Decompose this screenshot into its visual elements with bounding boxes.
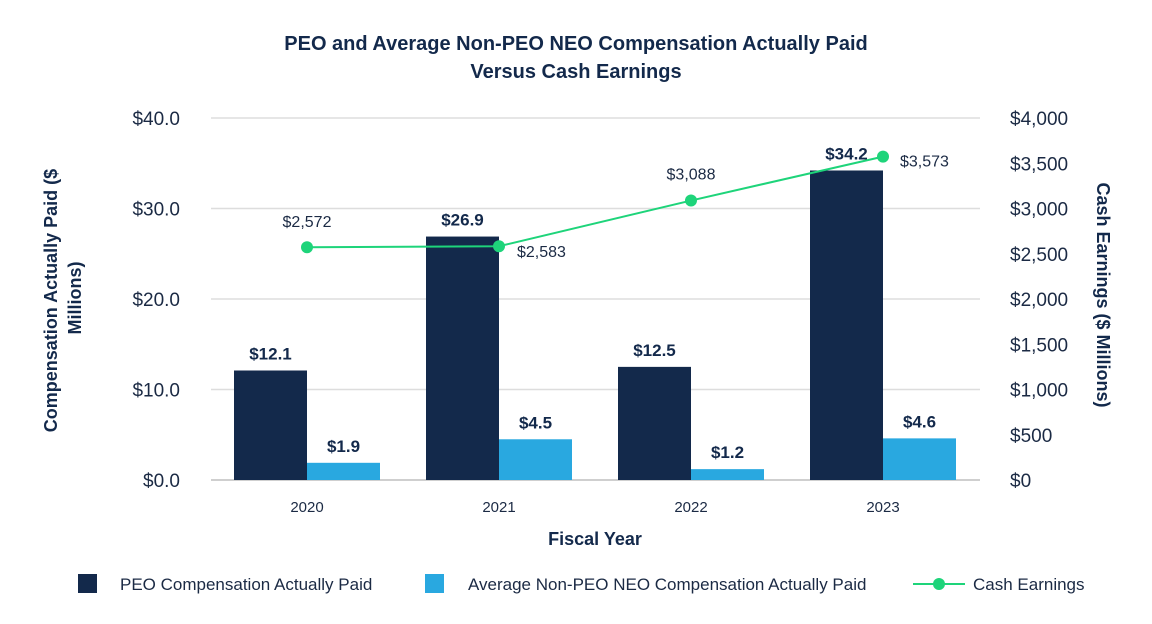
non-peo-bar <box>691 469 764 480</box>
cash-earnings-data-label: $3,088 <box>667 167 716 184</box>
non-peo-bar <box>883 438 956 480</box>
non-peo-bar <box>499 439 572 480</box>
legend-marker-cash-earnings <box>933 578 945 590</box>
chart-title-line-2: Versus Cash Earnings <box>470 61 681 83</box>
peo-bar <box>426 236 499 480</box>
x-tick-label: 2022 <box>674 499 707 516</box>
peo-bar <box>810 170 883 481</box>
right-tick-label: $1,500 <box>1010 335 1068 356</box>
bar-data-label: $34.2 <box>825 144 868 163</box>
x-tick-label: 2021 <box>482 499 515 516</box>
bar-data-label: $1.9 <box>327 437 360 456</box>
left-axis: $0.0 $10.0 $20.0 $30.0 $40.0 <box>132 109 180 492</box>
legend-label-cash-earnings: Cash Earnings <box>973 575 1085 594</box>
x-axis: 2020 2021 2022 2023 <box>290 499 899 516</box>
bar-data-label: $12.5 <box>633 341 676 360</box>
legend-swatch-peo <box>78 574 97 593</box>
legend-label-non-peo: Average Non-PEO NEO Compensation Actuall… <box>468 575 866 594</box>
cash-earnings-line <box>306 155 884 249</box>
legend: PEO Compensation Actually Paid Average N… <box>78 574 1085 594</box>
cash-earnings-point <box>877 150 889 163</box>
bar-data-label: $4.6 <box>903 412 936 431</box>
right-tick-label: $500 <box>1010 426 1052 447</box>
bar-data-label: $12.1 <box>249 344 292 363</box>
peo-bar <box>234 370 307 480</box>
cash-earnings-data-label: $3,573 <box>900 154 949 171</box>
bar-data-label: $26.9 <box>441 211 484 230</box>
cash-earnings-point <box>301 241 313 254</box>
left-tick-label: $0.0 <box>143 471 180 492</box>
left-tick-label: $20.0 <box>132 290 180 311</box>
left-tick-label: $10.0 <box>132 381 180 402</box>
right-tick-label: $3,500 <box>1010 154 1068 175</box>
right-tick-label: $2,500 <box>1010 245 1068 266</box>
cash-earnings-data-label: $2,572 <box>283 214 332 231</box>
right-tick-label: $3,000 <box>1010 200 1068 221</box>
right-tick-label: $4,000 <box>1010 109 1068 130</box>
cash-earnings-data-label: $2,583 <box>517 244 566 261</box>
legend-label-peo: PEO Compensation Actually Paid <box>120 575 372 594</box>
cash-earnings-point <box>685 194 697 207</box>
left-axis-title-line-1: Compensation Actually Paid ($ <box>41 169 61 432</box>
x-axis-title: Fiscal Year <box>548 529 642 549</box>
left-tick-label: $30.0 <box>132 200 180 221</box>
cash-earnings-point <box>493 240 505 253</box>
x-tick-label: 2020 <box>290 499 323 516</box>
left-axis-title-line-2: Millions) <box>65 262 85 335</box>
peo-bar <box>618 366 691 480</box>
bar-data-label: $1.2 <box>711 443 744 462</box>
right-tick-label: $2,000 <box>1010 290 1068 311</box>
non-peo-bar <box>307 462 380 480</box>
legend-swatch-non-peo <box>425 574 444 593</box>
bars: $12.1 $26.9 $12.5 $34.2 $1.9 $4.5 $1.2 $4.6 <box>234 144 956 481</box>
left-tick-label: $40.0 <box>132 109 180 130</box>
right-tick-label: $1,000 <box>1010 381 1068 402</box>
right-tick-label: $0 <box>1010 471 1031 492</box>
cash-earnings-line-series: $2,572 $2,583 $3,088 $3,573 <box>283 150 949 261</box>
x-tick-label: 2023 <box>866 499 899 516</box>
chart-title-line-1: PEO and Average Non-PEO NEO Compensation… <box>284 33 867 55</box>
bar-data-label: $4.5 <box>519 413 552 432</box>
right-axis: $0 $500 $1,000 $1,500 $2,000 $2,500 $3,000 $3,5… <box>1010 109 1068 492</box>
right-axis-title: Cash Earnings ($ Millions) <box>1093 182 1113 407</box>
left-axis-title: Compensation Actually Paid ($ Millions) <box>41 164 85 432</box>
